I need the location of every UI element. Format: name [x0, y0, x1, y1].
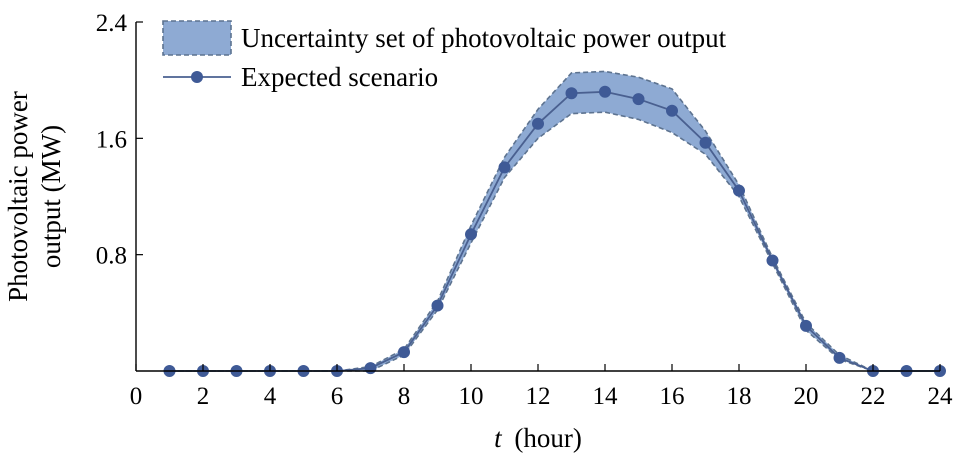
data-point-11	[498, 161, 511, 174]
x-tick-label-18: 18	[727, 383, 752, 410]
y-tick-label-2.4: 2.4	[96, 10, 128, 37]
x-axis-title: t (hour)	[494, 423, 582, 453]
x-axis-unit: (hour)	[514, 423, 581, 453]
legend: Uncertainty set of photovoltaic power ou…	[162, 20, 727, 92]
x-tick-label-24: 24	[928, 383, 954, 410]
expected-scenario-line	[169, 90, 940, 372]
y-axis-title-line2: output (MW)	[36, 125, 66, 268]
data-point-14	[599, 85, 611, 98]
x-tick-label-10: 10	[459, 383, 484, 410]
data-point-12	[532, 117, 544, 130]
uncertainty-band	[169, 70, 940, 372]
data-point-7	[364, 362, 377, 375]
data-point-15	[632, 93, 645, 106]
x-tick-label-4: 4	[264, 383, 277, 410]
x-tick-label-6: 6	[331, 383, 344, 410]
data-point-9	[431, 299, 444, 312]
expected-scenario-markers	[163, 85, 946, 377]
plot-area	[163, 70, 946, 377]
data-point-19	[766, 254, 779, 267]
legend-band-swatch	[162, 20, 232, 56]
y-tick-label-0.8: 0.8	[96, 243, 127, 270]
data-point-8	[398, 346, 410, 359]
x-tick-label-16: 16	[660, 383, 685, 410]
data-point-10	[465, 228, 477, 241]
x-axis-variable: t	[494, 423, 503, 453]
data-point-18	[733, 184, 745, 197]
x-tick-label-22: 22	[861, 383, 886, 410]
data-point-21	[833, 351, 846, 364]
legend-line-marker	[191, 71, 203, 83]
y-axis-ticks: 0.8 1.6 2.4	[96, 10, 143, 270]
x-tick-label-2: 2	[197, 383, 210, 410]
legend-band-label: Uncertainty set of photovoltaic power ou…	[241, 23, 727, 53]
x-tick-label-0: 0	[130, 383, 143, 410]
x-tick-label-8: 8	[398, 383, 411, 410]
x-axis-ticks: 0 2 4 6 8 10 12 14 16 18 20 22 24	[130, 364, 953, 410]
y-tick-label-1.6: 1.6	[96, 126, 127, 153]
data-point-16	[666, 104, 678, 117]
x-tick-label-12: 12	[526, 383, 551, 410]
x-tick-label-14: 14	[593, 383, 619, 410]
y-axis-title-line1: Photovoltaic power	[3, 91, 33, 302]
legend-line-label: Expected scenario	[241, 62, 438, 92]
data-point-20	[800, 319, 812, 332]
x-tick-label-20: 20	[794, 383, 819, 410]
data-point-13	[565, 87, 578, 100]
data-point-17	[699, 136, 712, 149]
